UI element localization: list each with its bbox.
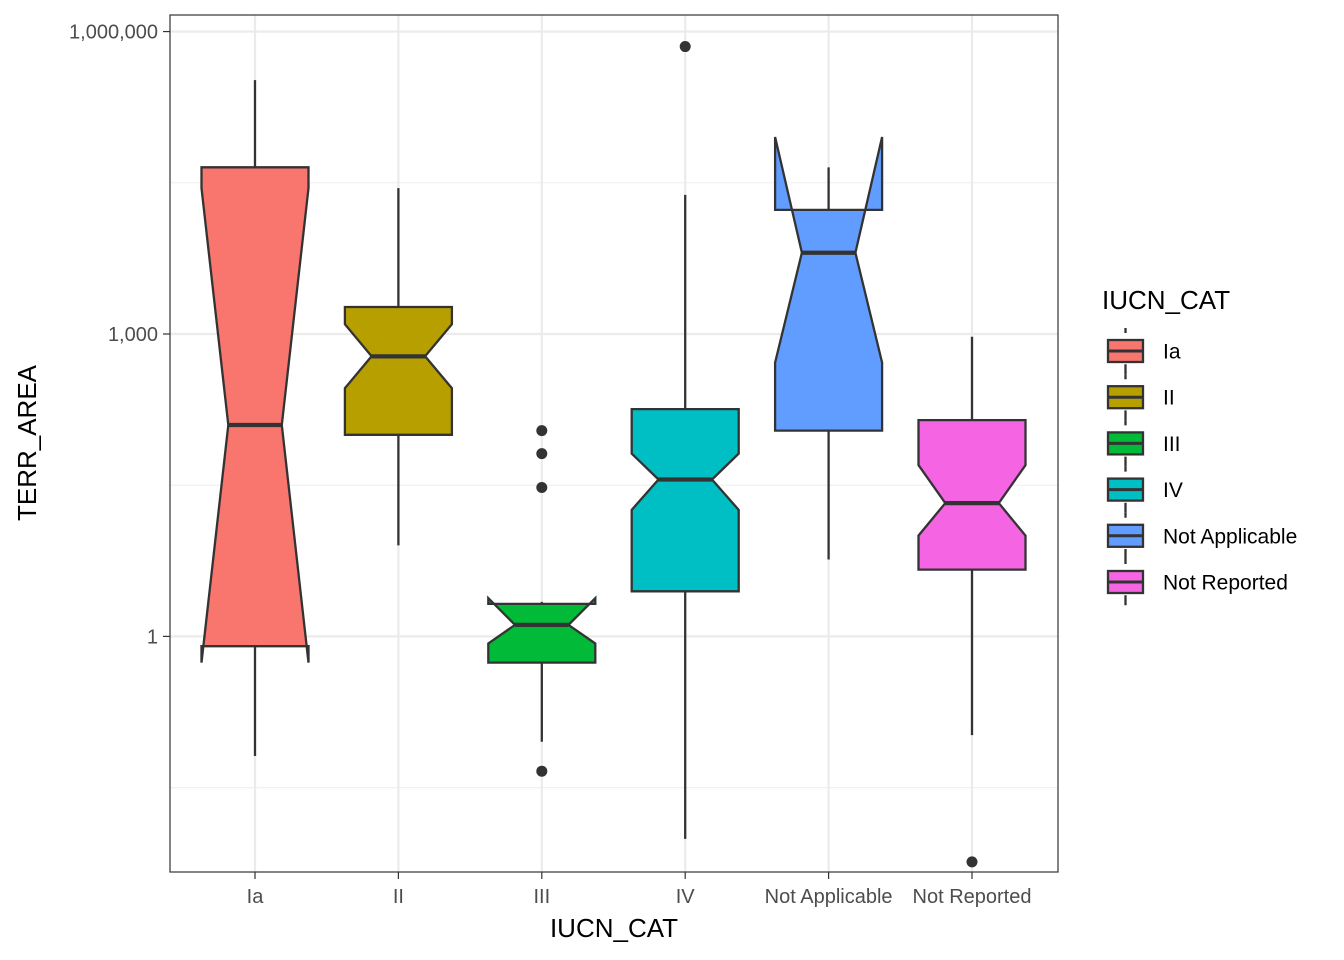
legend-item-5: Not Reported — [1106, 559, 1288, 606]
box-5 — [917, 336, 1027, 868]
legend-label: Not Applicable — [1163, 525, 1297, 548]
y-tick-label: 1,000,000 — [69, 22, 158, 44]
y-tick-label: 1 — [147, 626, 158, 648]
box-body — [343, 305, 454, 436]
x-tick-label: Not Reported — [913, 886, 1032, 908]
x-axis: Ia II III IV Not Applicable Not Reported — [247, 872, 1032, 908]
x-axis-title: IUCN_CAT — [550, 913, 678, 943]
box-body — [487, 595, 597, 664]
legend-label: III — [1163, 433, 1181, 456]
box-body — [773, 136, 884, 432]
legend-label: II — [1163, 387, 1175, 410]
legend-item-3: IV — [1106, 466, 1183, 513]
legend-item-0: Ia — [1106, 328, 1181, 375]
box-body — [630, 407, 740, 593]
box-body — [917, 418, 1027, 571]
legend-title: IUCN_CAT — [1102, 285, 1230, 315]
box-body — [200, 166, 310, 663]
outlier-point — [536, 425, 548, 437]
box-3 — [630, 41, 740, 839]
outlier-point — [536, 481, 548, 493]
legend-label: Not Reported — [1163, 572, 1288, 595]
outlier-point — [536, 765, 548, 777]
y-axis: 1 1,000 1,000,000 — [69, 22, 170, 648]
x-tick-label: Not Applicable — [765, 886, 893, 908]
outlier-point — [679, 41, 691, 53]
box-2 — [487, 425, 597, 777]
x-tick-label: IV — [676, 886, 696, 908]
boxes — [200, 41, 1027, 868]
box-1 — [343, 188, 454, 546]
legend-item-1: II — [1106, 374, 1175, 421]
legend-item-4: Not Applicable — [1106, 512, 1297, 559]
y-axis-title: TERR_AREA — [12, 364, 42, 521]
x-tick-label: Ia — [247, 886, 265, 908]
legend-label: Ia — [1163, 341, 1181, 364]
x-tick-label: III — [533, 886, 550, 908]
legend-item-2: III — [1106, 420, 1181, 467]
box-0 — [200, 80, 310, 757]
box-4 — [773, 136, 884, 560]
x-tick-label: II — [393, 886, 404, 908]
outlier-point — [966, 856, 978, 868]
legend-label: IV — [1163, 479, 1183, 502]
plot-background — [170, 15, 1058, 872]
plot-border — [169, 14, 1059, 873]
y-tick-label: 1,000 — [108, 324, 158, 346]
outlier-point — [536, 448, 548, 460]
